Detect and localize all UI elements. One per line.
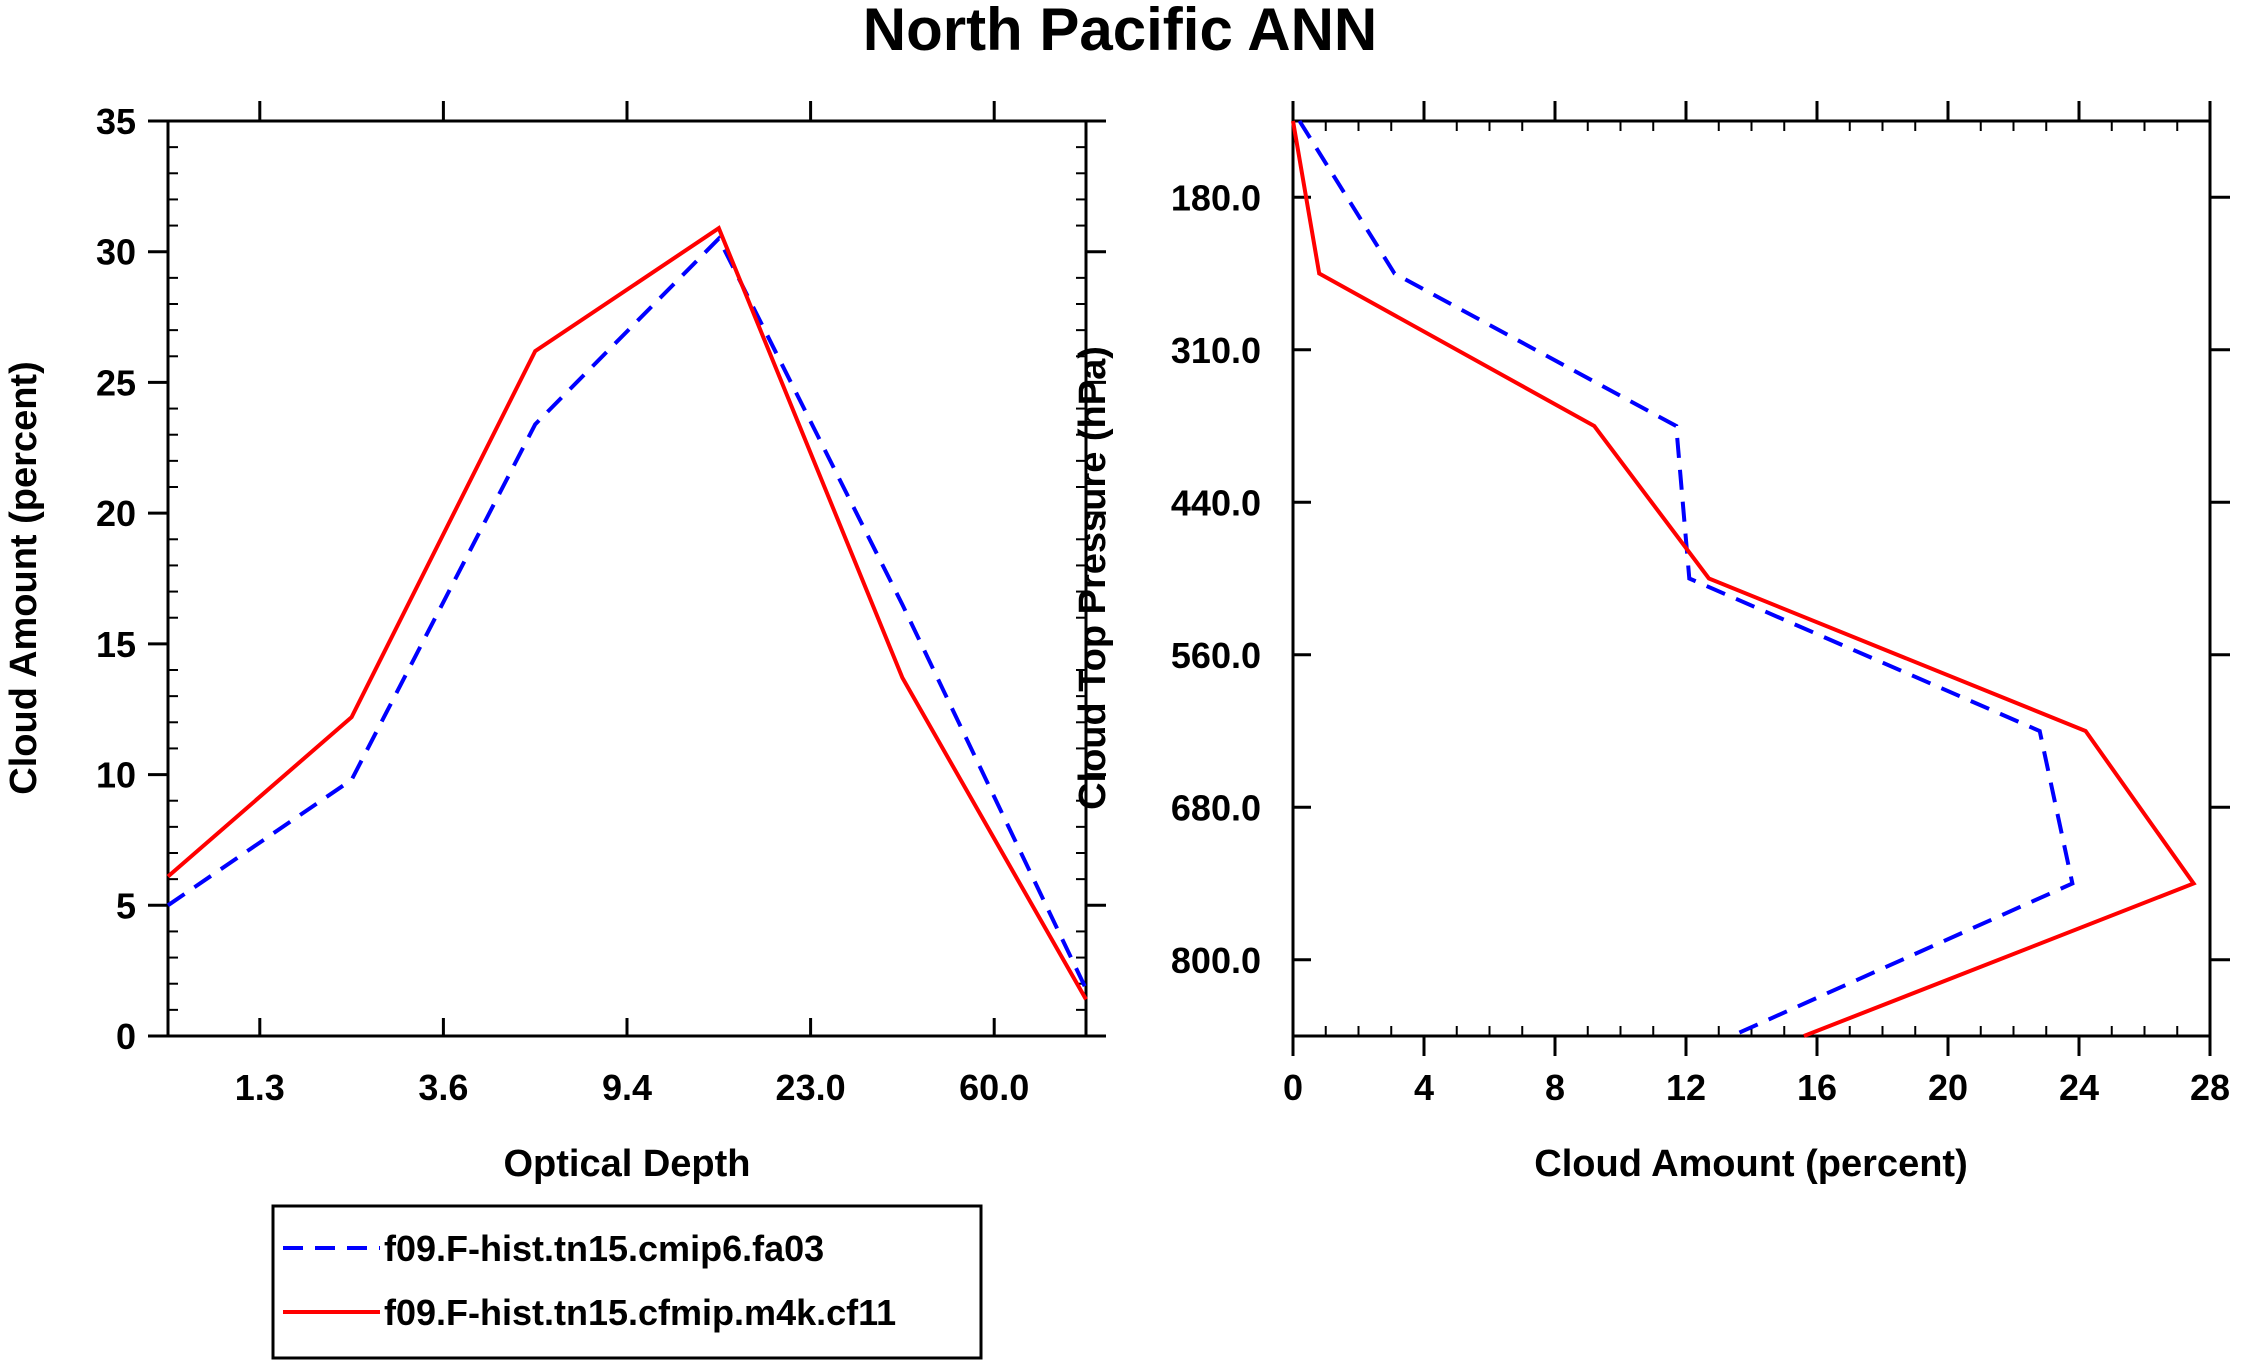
left-x-tick-label: 3.6: [418, 1067, 468, 1108]
right-y-tick-label: 440.0: [1171, 482, 1261, 523]
right-x-tick-label: 28: [2190, 1067, 2230, 1108]
cloud-top-pressure-panel: 0 4 8 12 16 20 24 28 180.0 310.0 440.0 560.0 680.0 8…: [1072, 101, 2230, 1185]
right-x-tick-label: 16: [1797, 1067, 1837, 1108]
left-y-tick-label: 0: [116, 1016, 136, 1057]
legend-label-cmip6: f09.F-hist.tn15.cmip6.fa03: [384, 1228, 824, 1269]
chart-title: North Pacific ANN: [863, 0, 1378, 63]
right-y-tick-label: 310.0: [1171, 330, 1261, 371]
legend: f09.F-hist.tn15.cmip6.fa03 f09.F-hist.tn…: [271, 1204, 983, 1360]
right-series-lines: [1291, 119, 2197, 1038]
left-series-lines: [166, 225, 1088, 1001]
left-x-tick-label: 60.0: [959, 1067, 1029, 1108]
right-series-cfmip: [1291, 120, 2197, 1038]
left-y-axis-label: Cloud Amount (percent): [3, 361, 45, 794]
right-y-tick-label: 800.0: [1171, 940, 1261, 981]
right-x-tick-label: 20: [1928, 1067, 1968, 1108]
right-x-tick-label: 0: [1283, 1067, 1303, 1108]
left-x-tick-label: 1.3: [235, 1067, 285, 1108]
right-x-tick-label: 24: [2059, 1067, 2099, 1108]
legend-label-cfmip: f09.F-hist.tn15.cfmip.m4k.cf11: [384, 1292, 896, 1333]
optical-depth-panel: 1.3 3.6 9.4 23.0 60.0 0 5 10 15 20 25 30 35 Optical…: [3, 101, 1106, 1185]
left-y-tick-label: 10: [96, 755, 136, 796]
left-y-tick-label: 25: [96, 362, 136, 403]
left-series-cmip6: [166, 235, 1088, 990]
left-series-cfmip: [166, 225, 1088, 1001]
right-x-tick-labels: 0 4 8 12 16 20 24 28: [1283, 1067, 2230, 1108]
left-y-tick-label: 35: [96, 101, 136, 142]
left-axis-ticks: [148, 101, 1106, 1038]
left-x-tick-label: 9.4: [602, 1067, 652, 1108]
right-y-tick-labels: 180.0 310.0 440.0 560.0 680.0 800.0: [1171, 177, 1261, 981]
left-y-tick-label: 5: [116, 885, 136, 926]
left-y-tick-label: 30: [96, 232, 136, 273]
left-y-tick-label: 15: [96, 624, 136, 665]
right-axis-ticks: [1291, 101, 2230, 1056]
left-y-tick-label: 20: [96, 493, 136, 534]
right-x-tick-label: 4: [1414, 1067, 1434, 1108]
right-x-axis-label: Cloud Amount (percent): [1534, 1143, 1967, 1185]
right-y-tick-label: 560.0: [1171, 635, 1261, 676]
right-series-cmip6: [1297, 119, 2075, 1038]
right-y-tick-label: 680.0: [1171, 787, 1261, 828]
right-x-tick-label: 8: [1545, 1067, 1565, 1108]
left-y-tick-labels: 0 5 10 15 20 25 30 35: [96, 101, 136, 1057]
right-plot-frame: [1291, 119, 2212, 1038]
left-x-axis-label: Optical Depth: [503, 1143, 750, 1185]
right-y-tick-label: 180.0: [1171, 177, 1261, 218]
right-y-axis-label: Cloud Top Pressure (hPa): [1072, 346, 1114, 810]
left-x-tick-label: 23.0: [776, 1067, 846, 1108]
left-plot-frame: [166, 119, 1088, 1038]
left-x-tick-labels: 1.3 3.6 9.4 23.0 60.0: [235, 1067, 1029, 1108]
right-x-tick-label: 12: [1666, 1067, 1706, 1108]
legend-box: [271, 1204, 983, 1360]
